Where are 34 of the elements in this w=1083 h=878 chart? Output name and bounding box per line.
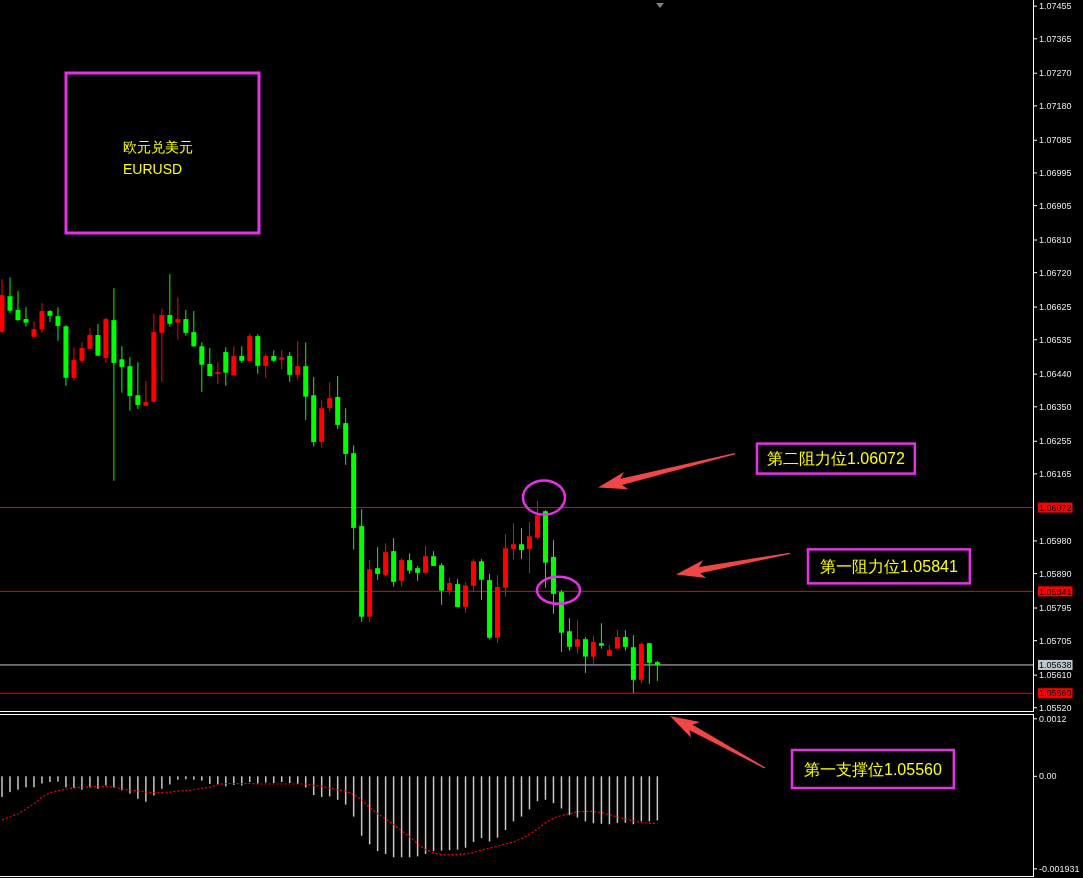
y-tick-label: 1.06350: [1039, 401, 1072, 412]
ref-line-label: 1.05560: [1039, 688, 1072, 699]
ref-line-label: 1.06072: [1039, 502, 1072, 513]
y-tick-label: 1.05520: [1039, 702, 1072, 713]
y-tick-label: 1.05980: [1039, 536, 1072, 547]
y-tick-label: -0.001931: [1039, 864, 1080, 875]
y-tick-label: 1.06255: [1039, 436, 1072, 447]
y-tick-label: 1.07455: [1039, 1, 1072, 12]
y-tick-label: 1.06995: [1039, 168, 1072, 179]
annotation: 第一阻力位1.05841: [820, 557, 958, 575]
y-tick-label: 1.07180: [1039, 101, 1072, 112]
y-tick-label: 1.06810: [1039, 235, 1072, 246]
y-tick-label: 1.06165: [1039, 469, 1072, 480]
annotation: 第一支撑位1.05560: [804, 760, 942, 778]
line-series: [1, 782, 658, 856]
y-tick-label: 1.06625: [1039, 302, 1072, 313]
y-tick-label: 1.06905: [1039, 200, 1072, 211]
y-tick-label: 1.05610: [1039, 670, 1072, 681]
y-tick-label: 1.06535: [1039, 334, 1072, 345]
y-tick-label: 1.05705: [1039, 635, 1072, 646]
annotation: 第二阻力位1.06072: [767, 450, 905, 468]
y-tick-label: 1.06440: [1039, 369, 1072, 380]
y-tick-label: 1.07085: [1039, 135, 1072, 146]
y-tick-label: 0.0012: [1039, 713, 1067, 724]
ref-line-label: 1.05841: [1039, 586, 1072, 597]
y-tick-label: 0.00: [1039, 771, 1057, 782]
y-tick-label: 1.05795: [1039, 603, 1072, 614]
ref-line-label: 1.05638: [1039, 660, 1072, 671]
text: 欧元兑美元: [123, 138, 193, 155]
text: EURUSD: [123, 160, 183, 177]
y-tick-label: 1.05890: [1039, 568, 1072, 579]
y-tick-label: 1.06720: [1039, 267, 1072, 278]
y-tick-label: 1.07270: [1039, 68, 1072, 79]
y-tick-label: 1.07365: [1039, 33, 1072, 44]
